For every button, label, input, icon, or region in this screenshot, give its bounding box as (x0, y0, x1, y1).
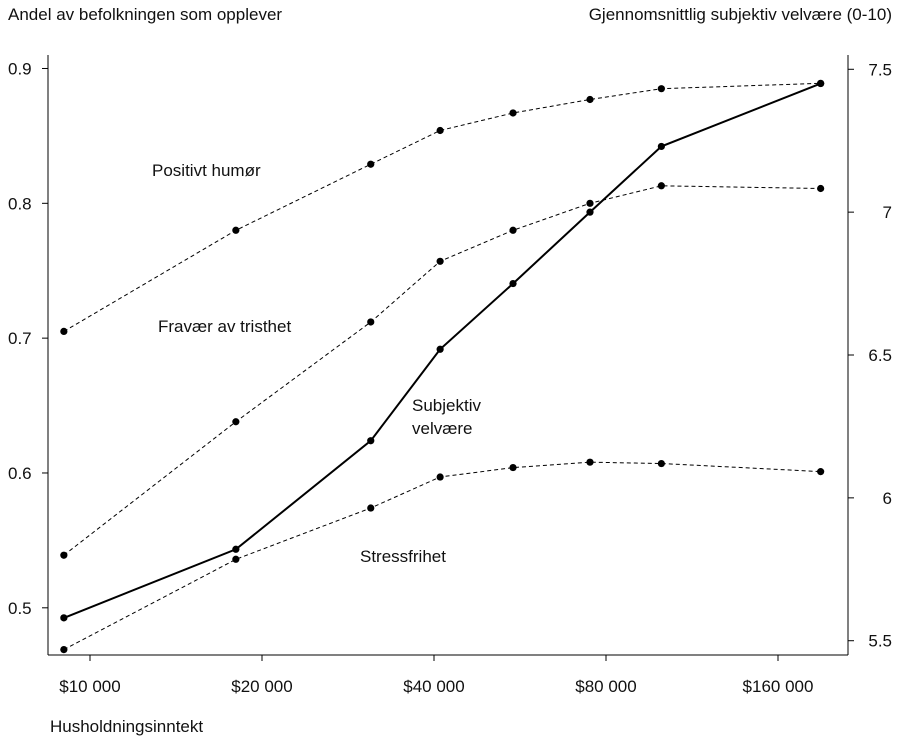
right-axis-title: Gjennomsnittlig subjektiv velvære (0-10) (589, 5, 892, 24)
data-point-stressfrihet (586, 458, 594, 466)
left-axis-title: Andel av befolkningen som opplever (8, 5, 282, 24)
data-point-stressfrihet (367, 504, 375, 512)
x-axis: $10 000 $20 000 $40 000 $80 000 $160 000 (59, 655, 813, 696)
left-tick-label: 0.7 (8, 329, 32, 348)
left-tick-label: 0.5 (8, 599, 32, 618)
data-point-subjektiv-velv-re (436, 345, 444, 353)
series-label-line: Fravær av tristhet (158, 317, 291, 336)
data-point-positivt-hum-r (60, 327, 68, 336)
data-point-stressfrihet (509, 463, 517, 472)
series-label-line: velvære (412, 419, 472, 438)
right-tick-label: 6.5 (868, 346, 892, 365)
series-label-frav-r-av-tristhet: Fravær av tristhet (158, 317, 291, 336)
data-point-subjektiv-velv-re (232, 545, 240, 553)
data-point-positivt-hum-r (509, 109, 517, 117)
data-point-subjektiv-velv-re (367, 437, 375, 445)
series-line-frav-r-av-tristhet (63, 185, 821, 556)
data-point-frav-r-av-tristhet (817, 184, 825, 193)
series-layer (60, 79, 825, 654)
data-point-frav-r-av-tristhet (586, 199, 594, 207)
data-point-subjektiv-velv-re (817, 79, 825, 88)
data-point-positivt-hum-r (586, 95, 594, 104)
series-label-line: Subjektiv (412, 396, 481, 415)
right-tick-label: 7 (883, 203, 892, 222)
left-tick-label: 0.8 (8, 194, 32, 213)
x-tick-label: $80 000 (575, 677, 636, 696)
right-tick-label: 6 (883, 489, 892, 508)
right-axis: 5.5 6 6.5 7 7.5 (848, 60, 892, 651)
data-point-frav-r-av-tristhet (509, 226, 517, 234)
data-point-subjektiv-velv-re (60, 614, 68, 622)
data-point-stressfrihet (657, 459, 665, 468)
data-point-stressfrihet (436, 473, 444, 481)
data-point-positivt-hum-r (367, 160, 375, 168)
left-axis: 0.5 0.6 0.7 0.8 0.9 (8, 59, 48, 618)
data-point-frav-r-av-tristhet (367, 318, 375, 326)
series-label-positivt-hum-r: Positivt humør (152, 161, 261, 180)
series-line-subjektiv-velv-re (63, 82, 821, 619)
right-tick-label: 5.5 (868, 632, 892, 651)
x-tick-label: $10 000 (59, 677, 120, 696)
series-label-stressfrihet: Stressfrihet (360, 547, 446, 566)
data-point-subjektiv-velv-re (509, 279, 517, 288)
data-point-frav-r-av-tristhet (232, 418, 240, 426)
data-point-stressfrihet (60, 646, 68, 654)
left-tick-label: 0.9 (8, 59, 32, 78)
data-point-positivt-hum-r (436, 126, 444, 135)
data-point-positivt-hum-r (657, 85, 665, 93)
series-label-subjektiv-velv-re: Subjektiv velvære (412, 396, 481, 438)
series-label-line: Positivt humør (152, 161, 261, 180)
data-point-subjektiv-velv-re (586, 208, 594, 216)
data-point-stressfrihet (232, 555, 240, 563)
data-point-frav-r-av-tristhet (657, 182, 665, 190)
data-point-subjektiv-velv-re (657, 142, 665, 151)
series-line-stressfrihet (63, 461, 821, 651)
x-tick-label: $160 000 (743, 677, 814, 696)
x-axis-title: Husholdningsinntekt (50, 717, 203, 736)
data-point-stressfrihet (817, 468, 825, 476)
data-point-frav-r-av-tristhet (60, 551, 68, 559)
x-tick-label: $40 000 (403, 677, 464, 696)
series-line-positivt-hum-r (63, 82, 821, 332)
x-tick-label: $20 000 (231, 677, 292, 696)
data-point-positivt-hum-r (232, 226, 240, 234)
series-labels: Positivt humør Fravær av tristhet Stressfr… (152, 161, 481, 566)
data-point-frav-r-av-tristhet (436, 257, 444, 265)
right-tick-label: 7.5 (868, 60, 892, 79)
left-tick-label: 0.6 (8, 464, 32, 483)
series-label-line: Stressfrihet (360, 547, 446, 566)
